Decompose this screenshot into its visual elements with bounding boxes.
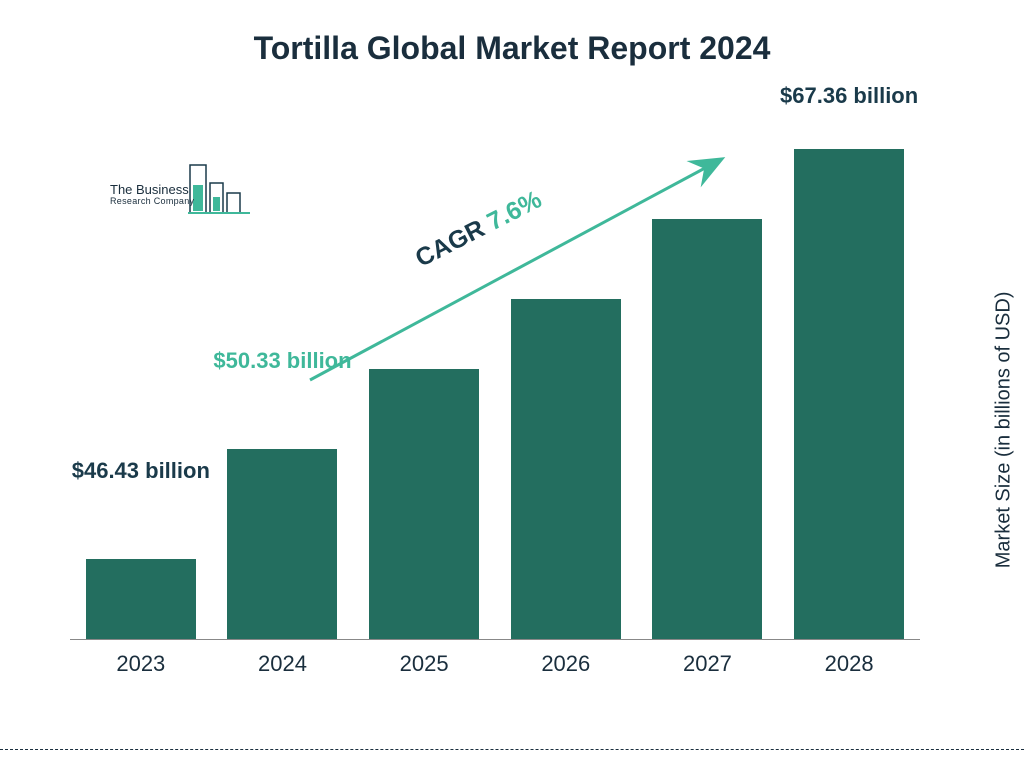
bar-value-label: $46.43 billion xyxy=(71,457,211,485)
chart-title: Tortilla Global Market Report 2024 xyxy=(0,0,1024,67)
bar-rect xyxy=(652,219,762,639)
x-label: 2027 xyxy=(652,645,762,680)
bar-rect xyxy=(511,299,621,639)
bar-rect xyxy=(369,369,479,639)
bar-rect xyxy=(227,449,337,639)
x-label: 2028 xyxy=(794,645,904,680)
bar-value-label: $50.33 billion xyxy=(212,347,352,375)
bar-2025 xyxy=(369,369,479,639)
bar-2027 xyxy=(652,219,762,639)
x-label: 2026 xyxy=(511,645,621,680)
bars-container: $46.43 billion $50.33 billion $67.36 billi… xyxy=(70,120,920,640)
bar-value-label: $67.36 billion xyxy=(779,82,919,110)
x-axis-labels: 2023 2024 2025 2026 2027 2028 xyxy=(70,645,920,680)
y-axis-label: Market Size (in billions of USD) xyxy=(993,292,1016,569)
bottom-divider xyxy=(0,749,1024,750)
bar-2028: $67.36 billion xyxy=(794,149,904,639)
bar-2026 xyxy=(511,299,621,639)
bar-2023: $46.43 billion xyxy=(86,559,196,639)
bar-2024: $50.33 billion xyxy=(227,449,337,639)
bar-rect xyxy=(794,149,904,639)
x-label: 2023 xyxy=(86,645,196,680)
x-label: 2025 xyxy=(369,645,479,680)
bar-rect xyxy=(86,559,196,639)
x-label: 2024 xyxy=(227,645,337,680)
